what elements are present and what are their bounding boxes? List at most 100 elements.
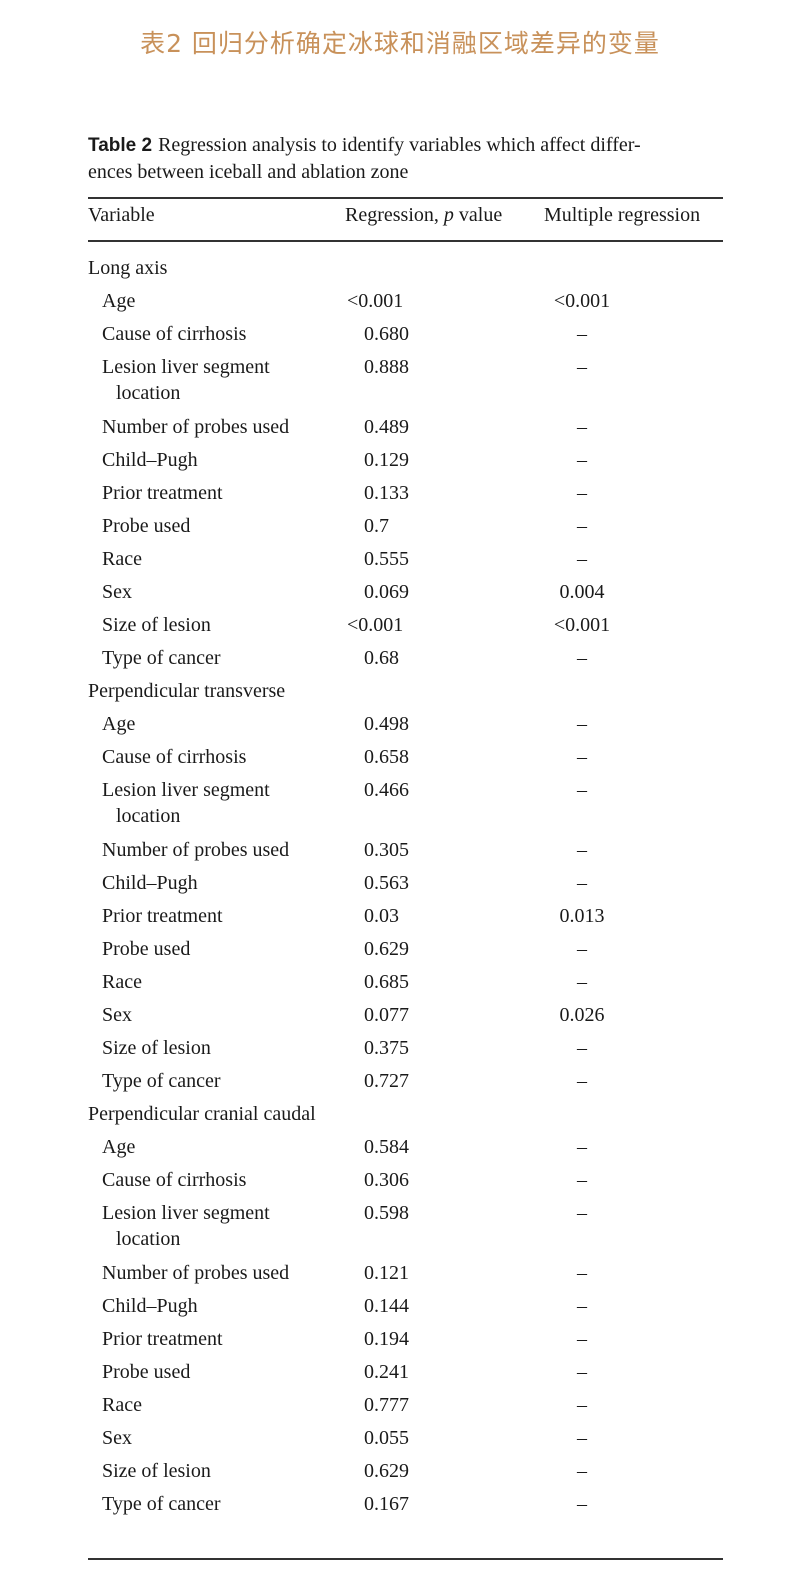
regression-p-value: 0.68 (364, 647, 399, 669)
variable-label: Size of lesion (102, 1037, 211, 1059)
variable-name: Child–Pugh (102, 447, 332, 473)
header-multiple: Multiple regression (544, 204, 701, 226)
table-row: Age 0.498 – (88, 707, 723, 740)
table-row: Probe used 0.7 – (88, 509, 723, 542)
variable-name: Cause of cirrhosis (102, 1167, 332, 1193)
table-row: Lesion liver segment location 0.466 – (88, 773, 723, 833)
variable-name: Sex (102, 579, 332, 605)
multiple-regression-value: – (577, 1361, 587, 1383)
variable-name: Cause of cirrhosis (102, 744, 332, 770)
variable-label: Race (102, 971, 142, 993)
multiple-regression-value: – (577, 1295, 587, 1317)
variable-label: Sex (102, 581, 132, 603)
variable-label: Prior treatment (102, 905, 223, 927)
regression-p-value: 0.133 (364, 482, 409, 504)
table-header: Variable Regression, p value Multiple re… (88, 204, 723, 232)
variable-name: Age (102, 288, 332, 314)
multiple-regression-value: – (577, 1037, 587, 1059)
variable-label: Type of cancer (102, 1070, 221, 1092)
regression-p-value: 0.727 (364, 1070, 409, 1092)
variable-name: Lesion liver segment location (102, 777, 332, 829)
multiple-regression-value: – (577, 1493, 587, 1515)
variable-name: Type of cancer (102, 1491, 332, 1517)
variable-label: Lesion liver segment (102, 356, 270, 378)
table-row: Type of cancer 0.167 – (88, 1487, 723, 1520)
multiple-regression-value: 0.004 (559, 581, 605, 603)
variable-name: Prior treatment (102, 1326, 332, 1352)
variable-name: Size of lesion (102, 1035, 332, 1061)
variable-name: Type of cancer (102, 645, 332, 671)
multiple-regression-value: – (577, 1202, 587, 1224)
multiple-regression-value: – (577, 1136, 587, 1158)
regression-p-value: 0.055 (364, 1427, 409, 1449)
header-rule (88, 240, 723, 242)
variable-label: Cause of cirrhosis (102, 1169, 247, 1191)
header-regression-p: p (443, 204, 454, 226)
table-row: Age 0.584 – (88, 1130, 723, 1163)
multiple-regression-value: – (577, 839, 587, 861)
variable-name: Race (102, 1392, 332, 1418)
table-label: Table 2 (88, 135, 153, 156)
variable-label: Size of lesion (102, 1460, 211, 1482)
table-row: Lesion liver segment location 0.598 – (88, 1196, 723, 1256)
table-row: Cause of cirrhosis 0.680 – (88, 317, 723, 350)
variable-label: Age (102, 1136, 136, 1158)
regression-p-value: 0.888 (364, 356, 409, 378)
multiple-regression-value: – (577, 416, 587, 438)
regression-p-value: 0.685 (364, 971, 409, 993)
multiple-regression-value: – (577, 1169, 587, 1191)
variable-name: Probe used (102, 936, 332, 962)
multiple-regression-value: – (577, 746, 587, 768)
regression-p-value: 0.466 (364, 779, 409, 801)
regression-p-value: 0.144 (364, 1295, 409, 1317)
variable-name: Race (102, 969, 332, 995)
variable-name: Child–Pugh (102, 870, 332, 896)
variable-label: Lesion liver segment (102, 1202, 270, 1224)
header-regression: Regression, p value (345, 204, 502, 227)
table-row: Cause of cirrhosis 0.306 – (88, 1163, 723, 1196)
table-row: Type of cancer 0.727 – (88, 1064, 723, 1097)
table-row: Prior treatment 0.133 – (88, 476, 723, 509)
variable-label: Prior treatment (102, 482, 223, 504)
regression-p-value: 0.489 (364, 416, 409, 438)
regression-p-value: 0.555 (364, 548, 409, 570)
variable-label: Probe used (102, 938, 191, 960)
section-name: Perpendicular cranial caudal (88, 1103, 316, 1125)
multiple-regression-value: – (577, 1460, 587, 1482)
variable-label: Age (102, 713, 136, 735)
regression-p-value: 0.194 (364, 1328, 409, 1350)
regression-p-value: 0.563 (364, 872, 409, 894)
variable-label-cont: location (116, 805, 181, 827)
regression-p-value: 0.680 (364, 323, 409, 345)
table-row: Race 0.777 – (88, 1388, 723, 1421)
variable-name: Age (102, 711, 332, 737)
variable-label: Type of cancer (102, 1493, 221, 1515)
variable-label: Child–Pugh (102, 872, 198, 894)
multiple-regression-value: <0.001 (553, 614, 611, 636)
section-name: Perpendicular transverse (88, 680, 286, 702)
variable-name: Type of cancer (102, 1068, 332, 1094)
regression-p-value: 0.658 (364, 746, 409, 768)
bottom-rule (88, 1558, 723, 1560)
regression-p-value: 0.629 (364, 938, 409, 960)
variable-name: Age (102, 1134, 332, 1160)
variable-label: Child–Pugh (102, 1295, 198, 1317)
multiple-regression-value: – (577, 1427, 587, 1449)
variable-name: Sex (102, 1425, 332, 1451)
regression-p-value: 0.077 (364, 1004, 409, 1026)
header-regression-prefix: Regression, (345, 204, 444, 226)
variable-label: Number of probes used (102, 839, 290, 861)
table-row: Size of lesion 0.629 – (88, 1454, 723, 1487)
multiple-regression-value: – (577, 482, 587, 504)
table-row: Sex 0.055 – (88, 1421, 723, 1454)
variable-name: Lesion liver segment location (102, 1200, 332, 1252)
variable-name: Cause of cirrhosis (102, 321, 332, 347)
variable-name: Child–Pugh (102, 1293, 332, 1319)
table-row: Probe used 0.629 – (88, 932, 723, 965)
variable-name: Probe used (102, 513, 332, 539)
multiple-regression-value: – (577, 356, 587, 378)
header-regression-suffix: value (453, 204, 503, 226)
regression-p-value: 0.03 (364, 905, 399, 927)
regression-p-value: 0.121 (364, 1262, 409, 1284)
multiple-regression-value: 0.026 (559, 1004, 605, 1026)
